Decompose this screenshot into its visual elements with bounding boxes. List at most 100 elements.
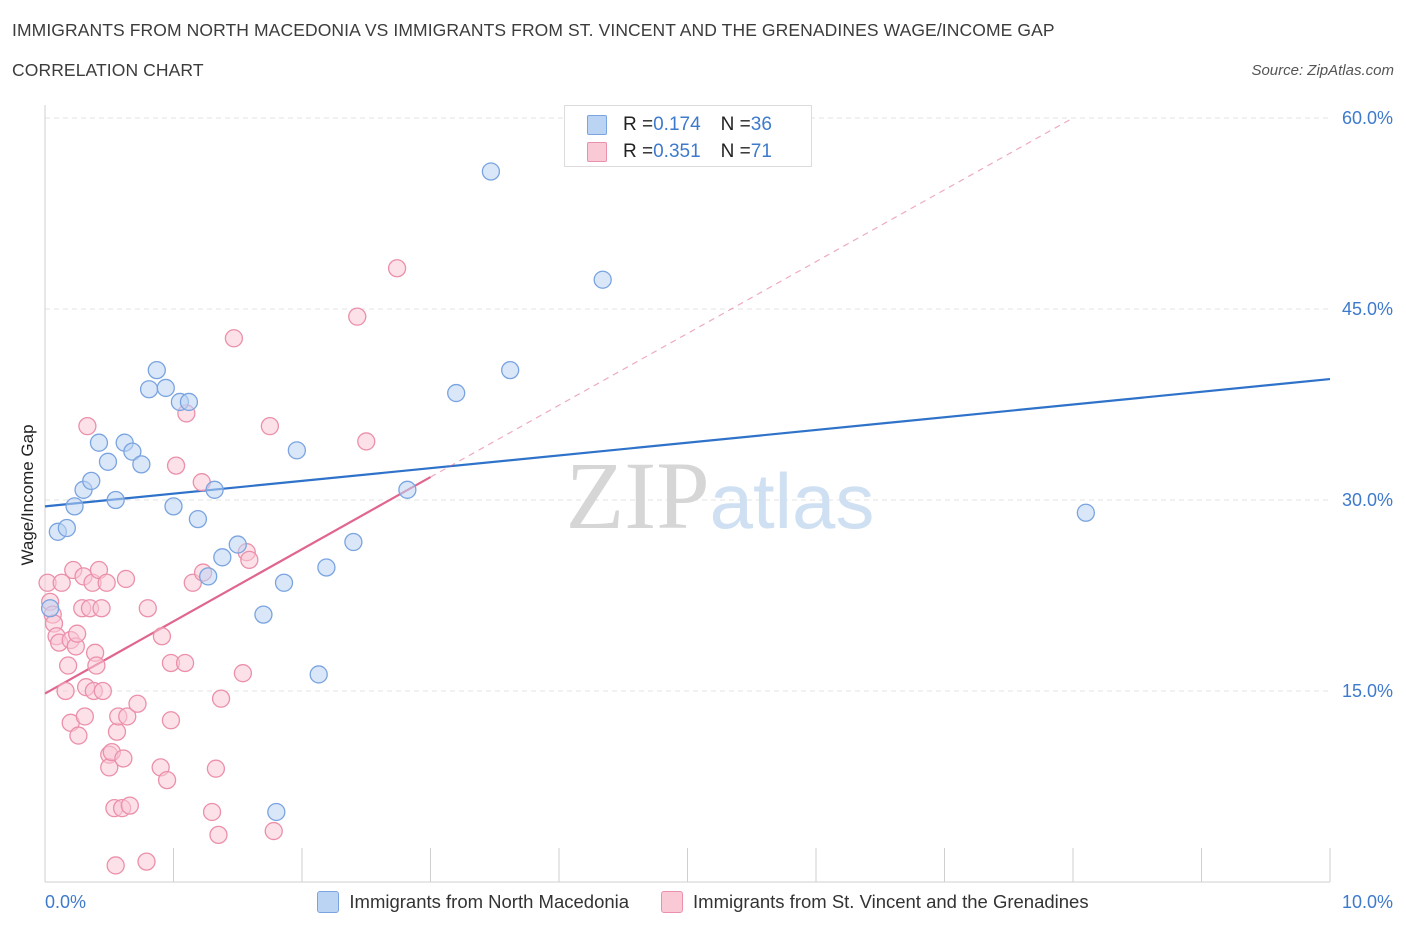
- trend-line-st-vincent: [44, 476, 432, 695]
- point-st-vincent: [87, 656, 106, 675]
- point-st-vincent: [116, 569, 136, 589]
- n-value: 36: [750, 114, 772, 135]
- point-st-vincent: [166, 456, 186, 475]
- point-st-vincent: [58, 656, 78, 675]
- chart-title-line1: IMMIGRANTS FROM NORTH MACEDONIA VS IMMIG…: [12, 20, 1055, 40]
- legend-item-st-vincent[interactable]: Immigrants from St. Vincent and the Gren…: [661, 891, 1089, 913]
- gridlines: [45, 117, 1330, 692]
- pink-swatch: [661, 891, 684, 913]
- point-st-vincent: [224, 329, 244, 348]
- legend-label: Immigrants from St. Vincent and the Gren…: [693, 891, 1089, 912]
- point-st-vincent: [92, 599, 111, 618]
- point-north-macedonia: [481, 162, 501, 181]
- point-north-macedonia: [57, 518, 76, 538]
- point-st-vincent: [157, 770, 177, 790]
- r-label: R =: [623, 114, 654, 135]
- point-st-vincent: [387, 259, 407, 278]
- pink-swatch: [587, 142, 607, 162]
- point-st-vincent: [357, 432, 376, 451]
- point-north-macedonia: [156, 378, 175, 398]
- point-st-vincent: [128, 694, 147, 713]
- r-value: 0.351: [653, 141, 701, 162]
- point-north-macedonia: [447, 383, 466, 403]
- legend-item-north-macedonia[interactable]: Immigrants from North Macedonia: [317, 891, 629, 913]
- point-st-vincent: [78, 416, 97, 436]
- point-north-macedonia: [139, 380, 159, 399]
- series-legend: Immigrants from North Macedonia Immigran…: [0, 888, 1406, 916]
- point-st-vincent: [161, 711, 181, 730]
- point-north-macedonia: [40, 599, 60, 618]
- point-st-vincent: [138, 599, 157, 618]
- y-tick-label: 60.0%: [1342, 108, 1393, 128]
- stats-legend: R = 0.174 N = 36 R = 0.351 N = 71: [564, 105, 812, 167]
- r-value: 0.174: [653, 114, 701, 135]
- point-north-macedonia: [205, 480, 224, 499]
- point-north-macedonia: [132, 455, 151, 474]
- stats-row-pink: R = 0.351 N = 71: [587, 139, 772, 165]
- point-north-macedonia: [267, 802, 286, 822]
- point-st-vincent: [69, 726, 88, 745]
- point-north-macedonia: [147, 360, 166, 380]
- point-st-vincent: [202, 802, 222, 822]
- trend-line-north-macedonia: [44, 377, 1331, 508]
- blue-swatch: [317, 891, 340, 913]
- x-tick-label: 10.0%: [1342, 892, 1393, 912]
- point-north-macedonia: [65, 497, 84, 516]
- n-label: N =: [720, 141, 751, 162]
- point-north-macedonia: [274, 573, 294, 592]
- point-north-macedonia: [82, 471, 101, 491]
- point-st-vincent: [120, 796, 139, 815]
- point-north-macedonia: [106, 490, 125, 510]
- point-north-macedonia: [1076, 503, 1095, 522]
- point-st-vincent: [152, 627, 172, 646]
- point-north-macedonia: [344, 532, 363, 552]
- blue-swatch: [587, 115, 607, 135]
- point-north-macedonia: [228, 535, 247, 554]
- point-north-macedonia: [254, 605, 273, 624]
- n-label: N =: [720, 114, 751, 135]
- stats-row-blue: R = 0.174 N = 36: [587, 112, 772, 138]
- source-credit: Source: ZipAtlas.com: [1251, 62, 1394, 79]
- point-st-vincent: [233, 664, 253, 683]
- point-st-vincent: [106, 856, 125, 875]
- point-st-vincent: [97, 573, 116, 592]
- point-north-macedonia: [501, 360, 520, 380]
- point-st-vincent: [348, 307, 367, 326]
- point-north-macedonia: [317, 558, 336, 577]
- tick-labels: 15.0% 30.0% 45.0% 60.0% 0.0% 10.0%: [45, 108, 1393, 912]
- point-north-macedonia: [199, 567, 218, 586]
- point-north-macedonia: [188, 509, 208, 529]
- point-st-vincent: [211, 689, 231, 708]
- point-st-vincent: [75, 707, 94, 726]
- point-st-vincent: [175, 653, 195, 673]
- point-st-vincent: [118, 707, 137, 726]
- point-north-macedonia: [98, 452, 118, 471]
- trend-line-extension-st-vincent: [430, 117, 1074, 478]
- point-north-macedonia: [179, 392, 199, 412]
- y-tick-label: 30.0%: [1342, 490, 1393, 510]
- x-tick-label: 0.0%: [45, 892, 86, 912]
- point-st-vincent: [206, 759, 226, 778]
- y-tick-label: 45.0%: [1342, 299, 1393, 319]
- watermark: ZIPatlas: [566, 442, 875, 549]
- point-st-vincent: [107, 722, 127, 741]
- n-value: 71: [750, 141, 772, 162]
- point-north-macedonia: [287, 441, 307, 460]
- legend-label: Immigrants from North Macedonia: [349, 891, 630, 912]
- point-north-macedonia: [123, 442, 142, 461]
- point-st-vincent: [93, 681, 112, 701]
- point-st-vincent: [56, 681, 75, 701]
- point-north-macedonia: [309, 665, 328, 684]
- point-north-macedonia: [593, 270, 612, 289]
- point-st-vincent: [240, 550, 259, 569]
- point-st-vincent: [264, 821, 283, 841]
- chart-title-line2: CORRELATION CHART: [12, 60, 204, 80]
- point-north-macedonia: [164, 497, 183, 516]
- point-st-vincent: [114, 749, 133, 768]
- point-st-vincent: [67, 624, 87, 643]
- axes: [44, 105, 1331, 883]
- r-label: R =: [623, 141, 654, 162]
- point-st-vincent: [209, 825, 228, 845]
- point-st-vincent: [260, 416, 280, 436]
